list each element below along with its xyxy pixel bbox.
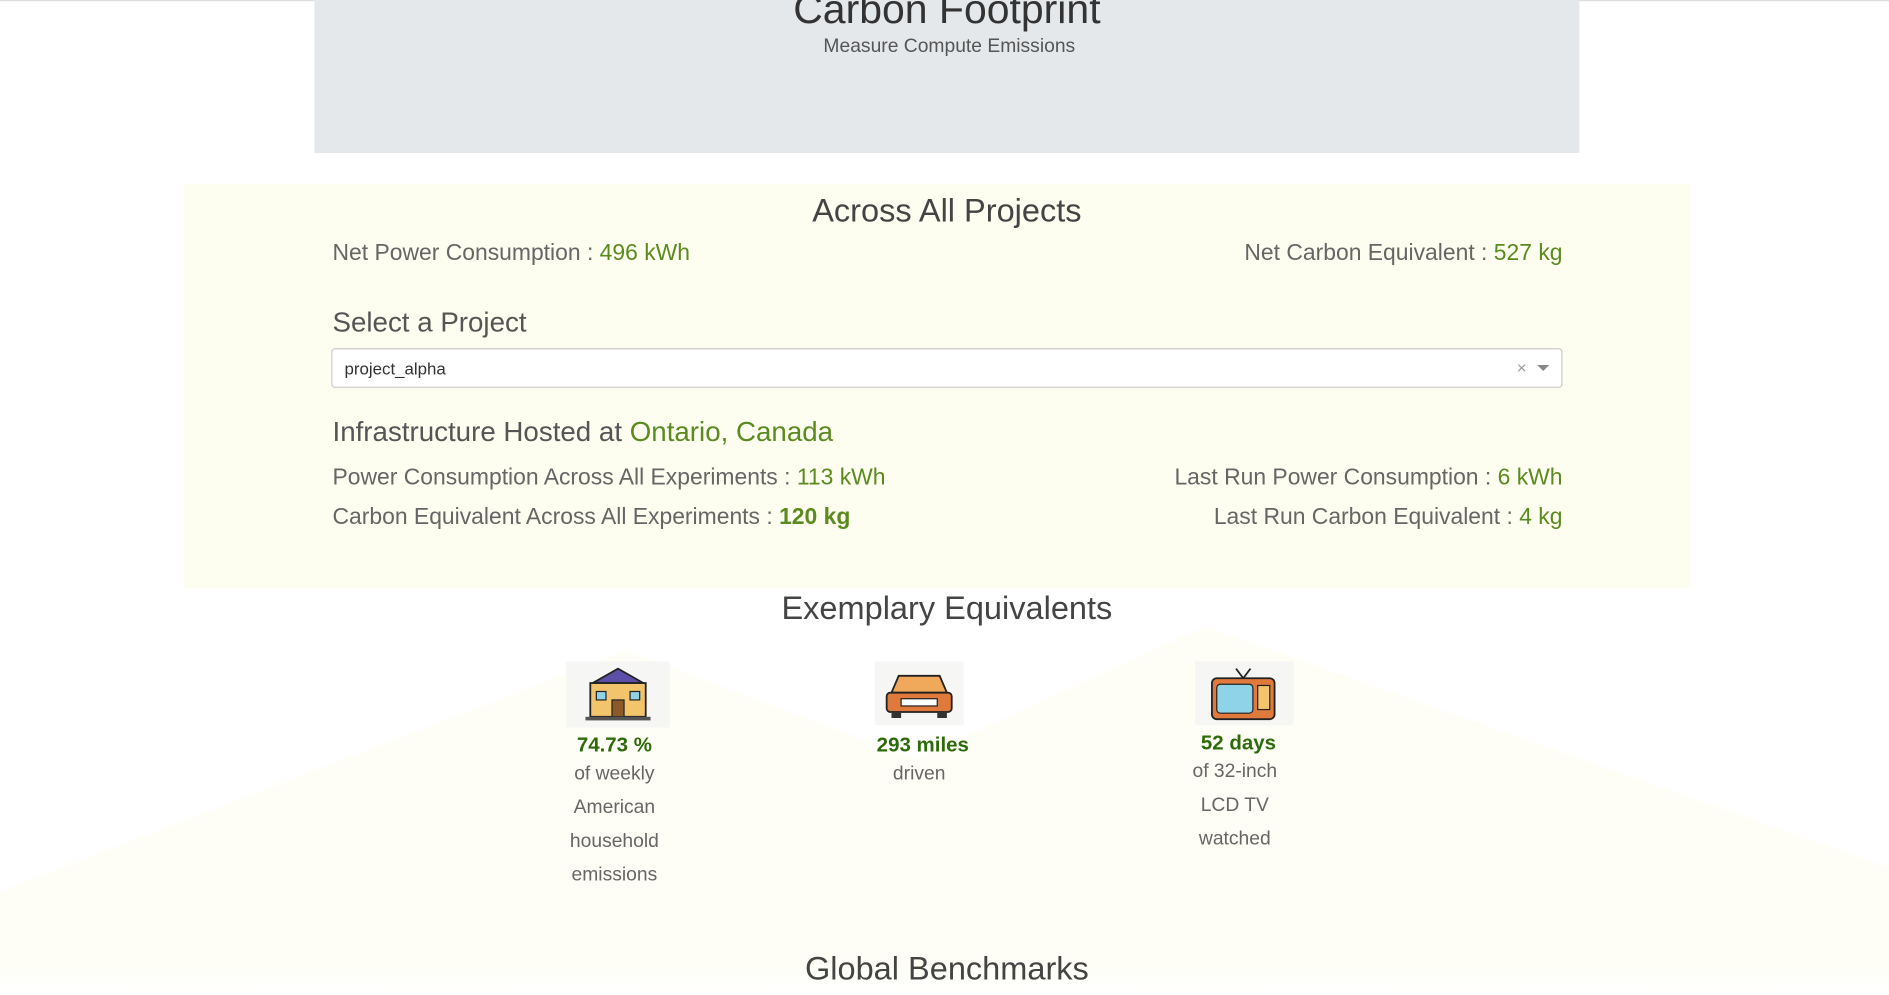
value: Ontario, Canada — [629, 415, 834, 447]
summary-title: Across All Projects — [812, 192, 1082, 229]
value: 120 kg — [779, 504, 851, 531]
house-icon — [566, 661, 670, 728]
project-dropdown[interactable]: project_alpha × — [331, 348, 1563, 388]
value: 113 kWh — [796, 465, 886, 491]
background-shape — [0, 626, 1889, 995]
location: Infrastructure Hosted at Ontario, Canada — [332, 414, 833, 448]
value: 4 kg — [1519, 504, 1563, 531]
select-label: Select a Project — [332, 305, 527, 338]
selected-value: project_alpha — [344, 359, 446, 379]
label: Net Power Consumption : — [332, 240, 594, 267]
header-subtitle: Measure Compute Emissions — [823, 36, 1076, 57]
label: Net Carbon Equivalent : — [1244, 240, 1488, 267]
bottom-fade — [0, 963, 1889, 995]
net-carbon: Net Carbon Equivalent : 527 kg — [1244, 240, 1562, 269]
benchmarks-title: Global Benchmarks — [804, 950, 1089, 987]
car-icon — [874, 661, 964, 726]
clear-button[interactable]: × — [1516, 357, 1527, 378]
header-title: Carbon Footprint — [793, 0, 1101, 33]
tv-icon — [1195, 661, 1294, 726]
carbon-all: Carbon Equivalent Across All Experiments… — [332, 504, 850, 533]
label: Last Run Power Consumption : — [1174, 465, 1492, 491]
equivalent-value: 52 days — [1200, 731, 1277, 755]
equivalent-description: driven — [892, 763, 946, 785]
label: Carbon Equivalent Across All Experiments… — [332, 504, 773, 531]
equivalent-description: of weekly American household emissions — [569, 763, 659, 886]
power-all: Power Consumption Across All Experiments… — [332, 464, 885, 493]
value: 496 kWh — [599, 240, 691, 267]
net-power: Net Power Consumption : 496 kWh — [332, 240, 690, 269]
label: Power Consumption Across All Experiments… — [332, 465, 791, 491]
equivalent-value: 293 miles — [876, 733, 969, 757]
equivalent-description: of 32-inch LCD TV watched — [1192, 761, 1278, 850]
equivalent-value: 74.73 % — [576, 733, 652, 757]
value: 527 kg — [1493, 240, 1563, 267]
last-power: Last Run Power Consumption : 6 kWh — [1174, 464, 1562, 493]
value: 6 kWh — [1497, 465, 1563, 491]
label: Last Run Carbon Equivalent : — [1213, 504, 1513, 531]
label: Infrastructure Hosted at — [332, 415, 623, 447]
header — [314, 0, 1580, 153]
dropdown-caret[interactable] — [1537, 365, 1550, 372]
equivalents-title: Exemplary Equivalents — [781, 590, 1113, 627]
last-carbon: Last Run Carbon Equivalent : 4 kg — [1214, 504, 1563, 533]
